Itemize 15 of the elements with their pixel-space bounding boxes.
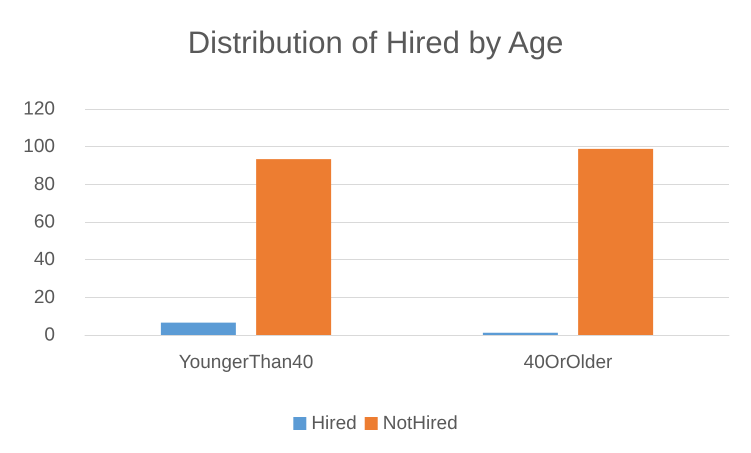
bar xyxy=(578,148,654,335)
y-tick-label: 120 xyxy=(23,98,55,120)
y-tick-label: 60 xyxy=(34,212,55,232)
x-tick-label: YoungerThan40 xyxy=(178,352,314,373)
y-tick-label: 0 xyxy=(44,324,55,346)
y-tick-label: 100 xyxy=(23,136,55,158)
y-tick-label: 80 xyxy=(34,174,55,195)
bar xyxy=(256,159,332,335)
y-tick-label: 40 xyxy=(34,249,55,270)
bar xyxy=(160,322,236,335)
legend-label: NotHired xyxy=(382,413,458,434)
chart-title: Distribution of Hired by Age xyxy=(188,25,564,60)
y-tick-label: 20 xyxy=(34,286,55,308)
x-tick-label: 40OrOlder xyxy=(524,352,614,373)
legend-label: Hired xyxy=(311,413,357,434)
